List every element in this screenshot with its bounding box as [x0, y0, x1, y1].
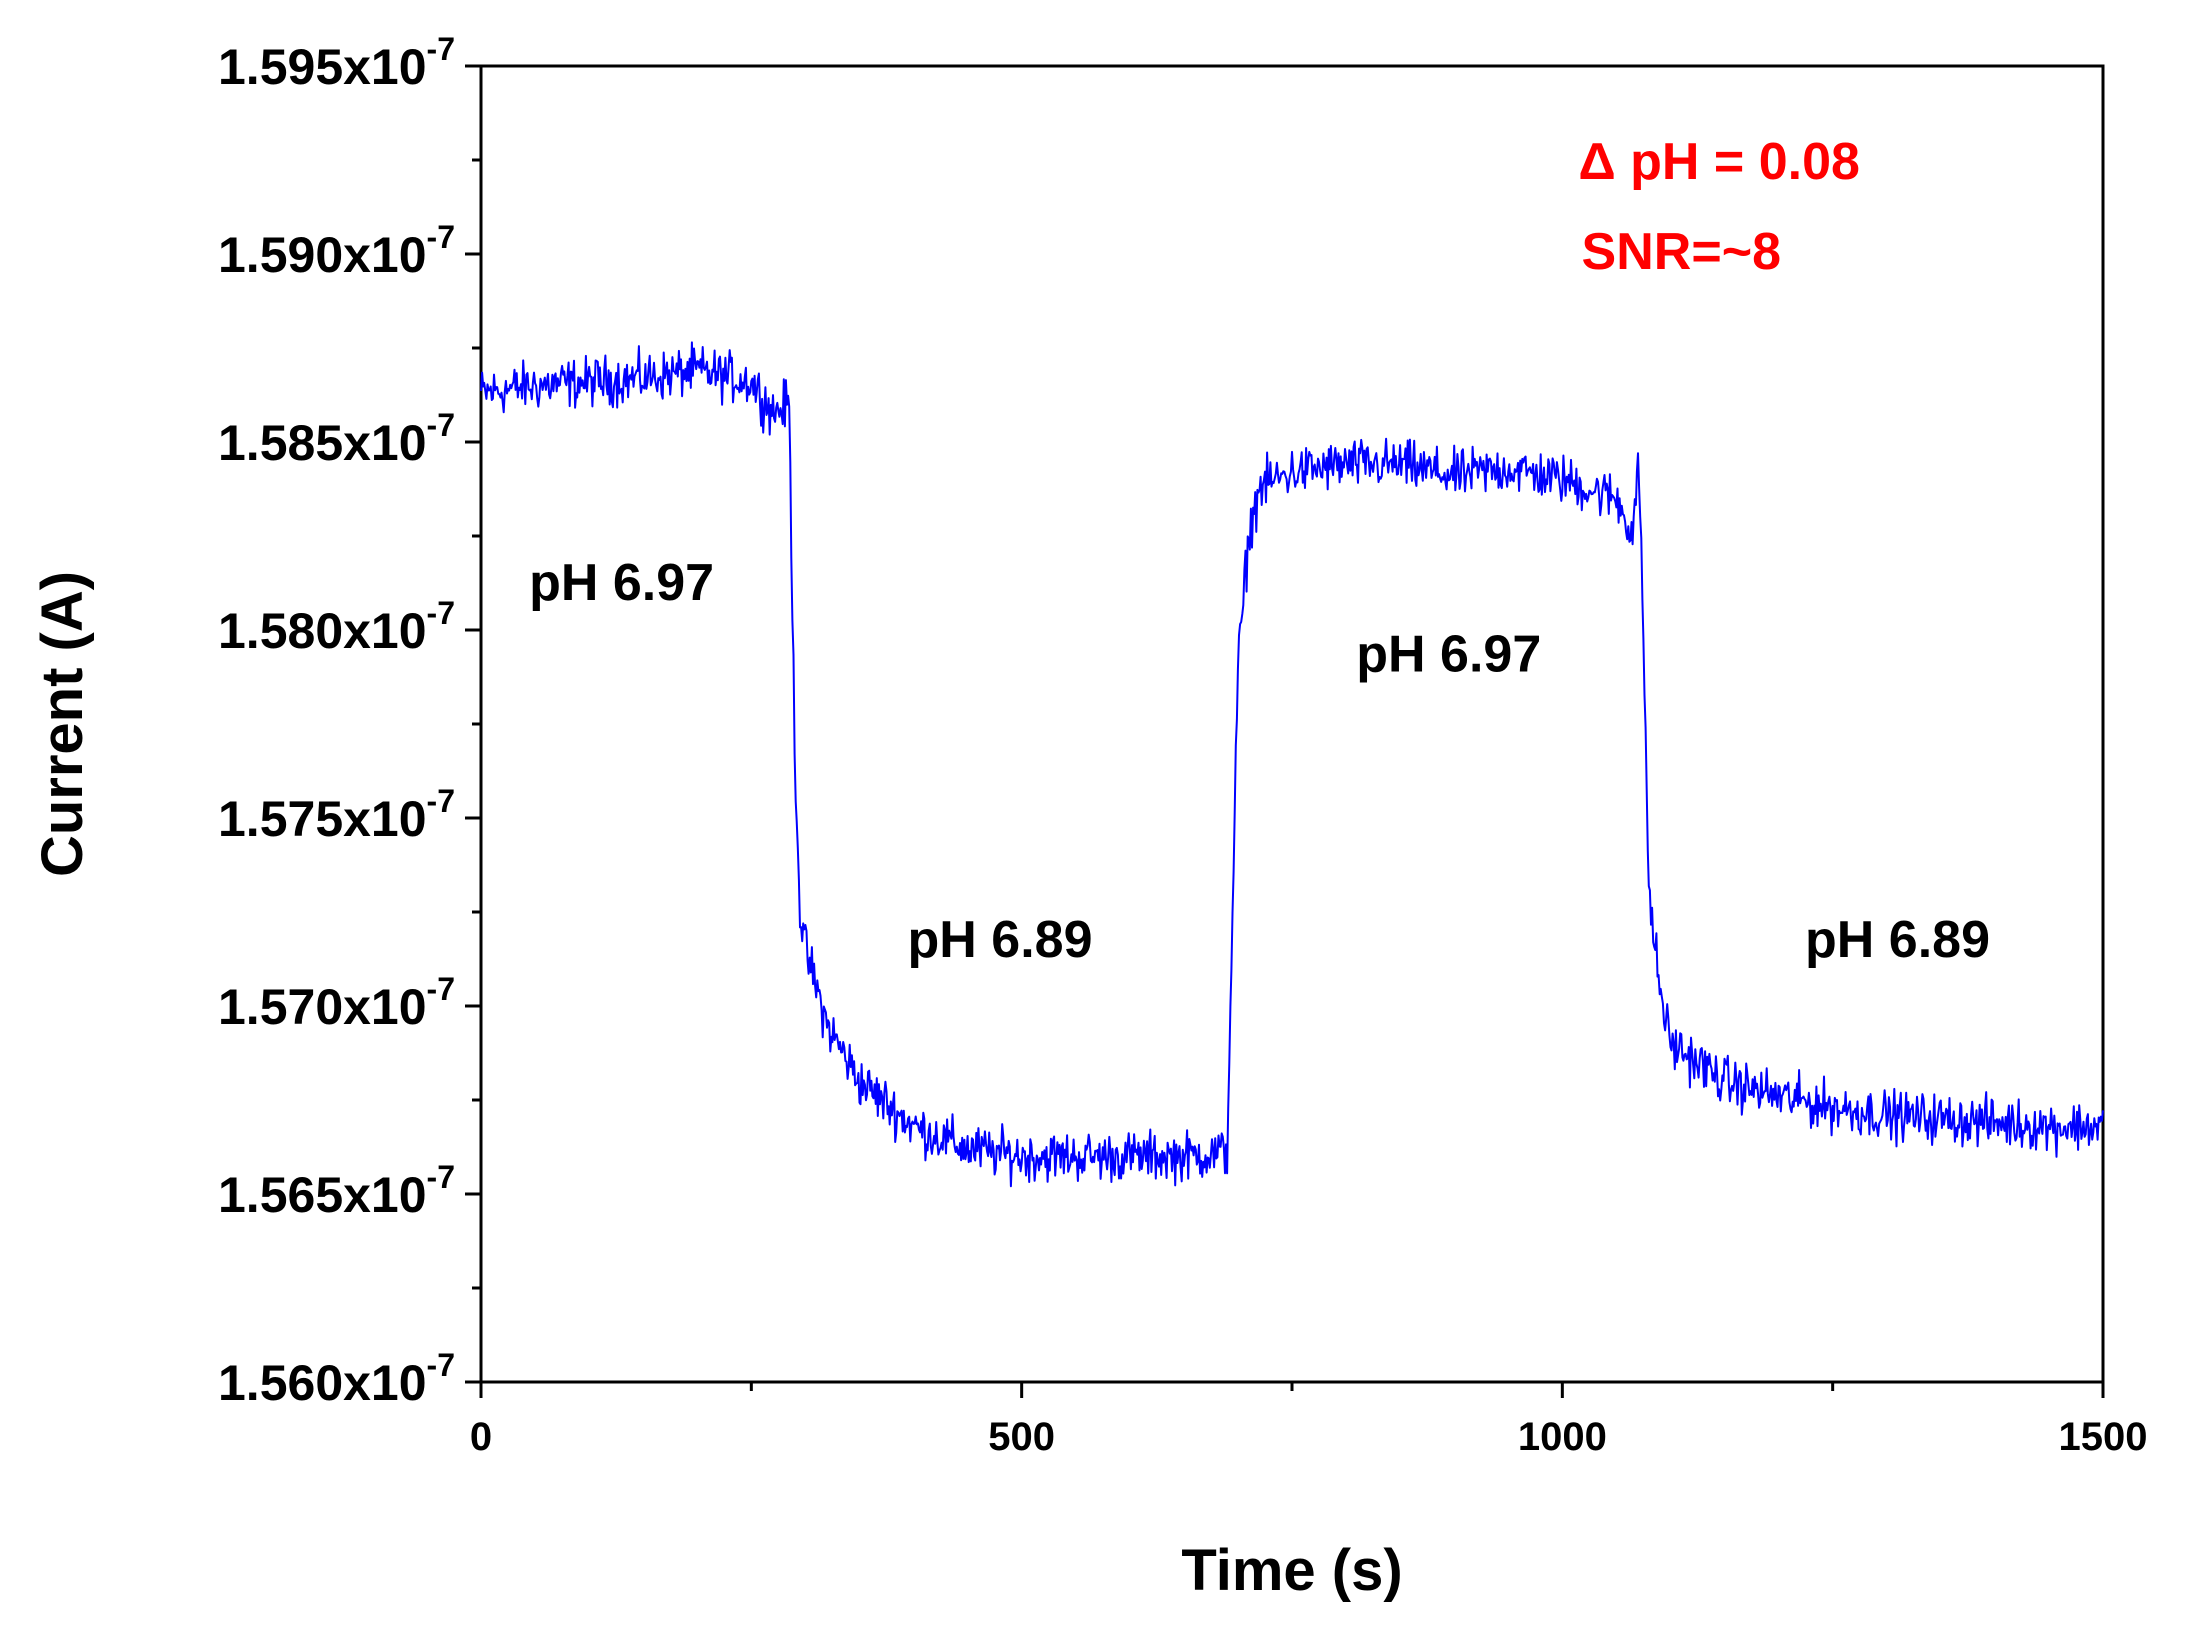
y-tick-label: 1.585x10-7 — [218, 407, 455, 471]
x-tick-label: 500 — [988, 1415, 1055, 1459]
y-tick-label: 1.565x10-7 — [218, 1159, 455, 1223]
annotation-label: pH 6.97 — [529, 554, 714, 612]
annotation-label: pH 6.97 — [1356, 625, 1541, 683]
y-tick-label: 1.575x10-7 — [218, 783, 455, 847]
annotation-label: pH 6.89 — [908, 911, 1093, 969]
y-tick-label: 1.570x10-7 — [218, 971, 455, 1035]
x-tick-label: 0 — [470, 1415, 492, 1459]
y-tick-label: 1.595x10-7 — [218, 31, 455, 95]
y-tick-label: 1.560x10-7 — [218, 1347, 455, 1411]
y-axis-label: Current (A) — [30, 571, 95, 877]
y-axis-ticks: 1.560x10-7 1.565x10-7 1.570x10-7 1.575x10-7… — [218, 31, 481, 1411]
series-layer — [480, 341, 2104, 1188]
x-tick-label: 1500 — [2059, 1415, 2148, 1459]
annotation-label: Δ pH = 0.08 — [1578, 133, 1860, 191]
plot-frame — [479, 64, 2105, 1384]
annotations: pH 6.97 pH 6.89 pH 6.97 pH 6.89 Δ pH = 0.08 S… — [529, 133, 1990, 969]
x-axis-ticks: 0 500 1000 1500 — [470, 1382, 2148, 1459]
annotation-label: SNR=~8 — [1582, 223, 1781, 281]
y-tick-label: 1.590x10-7 — [218, 219, 455, 283]
annotation-label: pH 6.89 — [1805, 911, 1990, 969]
x-tick-label: 1000 — [1518, 1415, 1607, 1459]
series-line — [480, 341, 2104, 1188]
y-tick-label: 1.580x10-7 — [218, 595, 455, 659]
x-axis-label: Time (s) — [1181, 1538, 1402, 1603]
